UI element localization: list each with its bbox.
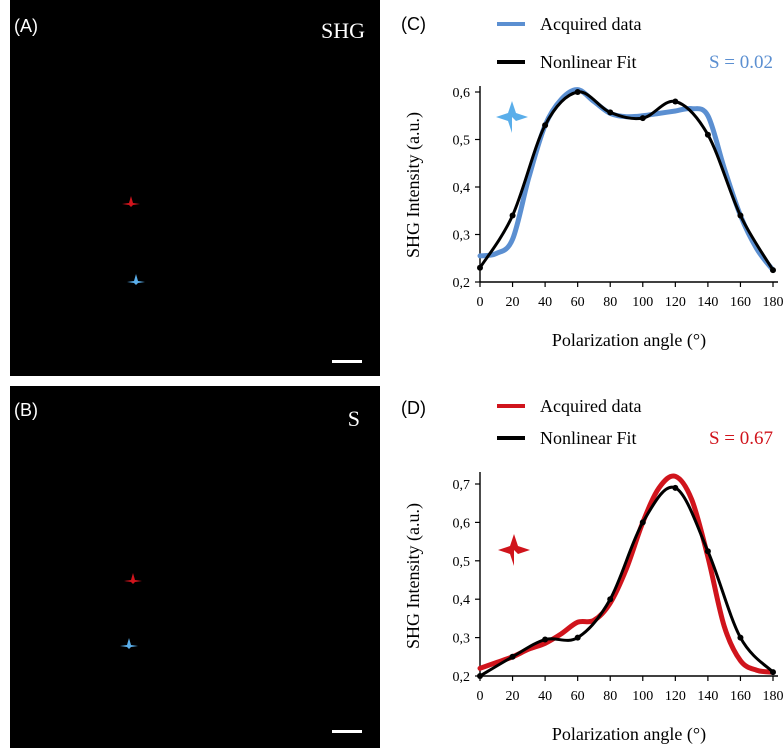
fit-data-point <box>575 89 581 95</box>
scale-bar <box>332 360 362 363</box>
x-tick-label: 0 <box>477 689 484 704</box>
red-star-icon <box>498 534 530 566</box>
fit-data-point <box>542 637 548 643</box>
chart-d-xlabel: Polarization angle (°) <box>552 724 706 745</box>
x-tick-label: 40 <box>538 689 552 704</box>
x-tick-label: 0 <box>477 295 484 310</box>
shg-image-panel: (A) SHG <box>10 0 380 376</box>
fit-data-point <box>770 267 776 273</box>
legend-label-fit: Nonlinear Fit <box>540 52 637 72</box>
y-tick-label: 0,2 <box>453 670 471 685</box>
legend-label-acquired: Acquired data <box>540 14 641 34</box>
x-tick-label: 60 <box>571 295 585 310</box>
legend-label-fit: Nonlinear Fit <box>540 428 637 448</box>
panel-letter-a: (A) <box>14 16 38 36</box>
shg-image: (A) SHG <box>10 0 380 376</box>
scale-bar <box>332 730 362 733</box>
x-tick-label: 20 <box>506 689 520 704</box>
panel-letter-b: (B) <box>14 400 38 420</box>
x-tick-label: 160 <box>730 295 751 310</box>
chart-d-panel-letter: (D) <box>401 398 426 418</box>
fit-data-point <box>672 485 678 491</box>
y-tick-label: 0,7 <box>453 478 471 493</box>
fit-data-point <box>705 548 711 554</box>
x-tick-label: 60 <box>571 689 585 704</box>
y-tick-label: 0,6 <box>453 86 471 101</box>
y-tick-label: 0,4 <box>453 593 471 608</box>
x-tick-label: 120 <box>665 689 686 704</box>
fit-data-point <box>640 519 646 525</box>
chart-d-x-ticks: 0 20 40 60 80 100 120 140 160 180 <box>477 676 783 704</box>
x-tick-label: 100 <box>632 689 653 704</box>
chart-c-x-ticks: 0 20 40 60 80 100 120 140 160 180 <box>477 282 783 310</box>
s-value-annotation: S = 0.67 <box>709 428 773 449</box>
fit-data-point <box>737 213 743 219</box>
y-tick-label: 0,5 <box>453 134 471 149</box>
legend-label-acquired: Acquired data <box>540 396 641 416</box>
y-tick-label: 0,5 <box>453 555 471 570</box>
fit-data-point <box>770 669 776 675</box>
fit-data-point <box>672 99 678 105</box>
y-tick-label: 0,3 <box>453 229 471 244</box>
y-tick-label: 0,4 <box>453 181 471 196</box>
panel-label-shg: SHG <box>321 18 365 43</box>
x-tick-label: 80 <box>603 689 617 704</box>
nonlinear-fit-line <box>480 487 773 676</box>
blue-star-icon <box>496 101 528 133</box>
fit-data-point <box>705 132 711 138</box>
chart-c-svg: (C) Acquired data Nonlinear Fit S = 0.02… <box>395 0 783 372</box>
chart-c-panel-letter: (C) <box>401 14 426 34</box>
y-tick-label: 0,6 <box>453 516 471 531</box>
s-map-image: (B) S <box>10 386 380 748</box>
chart-d-ylabel: SHG Intensity (a.u.) <box>403 503 424 649</box>
fit-data-point <box>640 115 646 121</box>
fit-data-point <box>477 265 483 271</box>
y-tick-label: 0,3 <box>453 632 471 647</box>
x-tick-label: 140 <box>697 295 718 310</box>
chart-c-y-ticks: 0,2 0,3 0,4 0,5 0,6 <box>453 86 481 291</box>
chart-c-xlabel: Polarization angle (°) <box>552 330 706 351</box>
x-tick-label: 180 <box>763 689 783 704</box>
chart-c: (C) Acquired data Nonlinear Fit S = 0.02… <box>395 0 783 372</box>
chart-d-series <box>477 476 776 679</box>
x-tick-label: 120 <box>665 295 686 310</box>
x-tick-label: 180 <box>763 295 783 310</box>
fit-data-point <box>477 673 483 679</box>
y-tick-label: 0,2 <box>453 276 471 291</box>
fit-data-point <box>510 213 516 219</box>
s-value-annotation: S = 0.02 <box>709 52 773 73</box>
fit-data-point <box>607 596 613 602</box>
fit-data-point <box>510 654 516 660</box>
x-tick-label: 100 <box>632 295 653 310</box>
x-tick-label: 40 <box>538 295 552 310</box>
acquired-data-line <box>480 476 773 672</box>
chart-d-svg: (D) Acquired data Nonlinear Fit S = 0.67… <box>395 386 783 749</box>
x-tick-label: 20 <box>506 295 520 310</box>
fit-data-point <box>575 635 581 641</box>
fit-data-point <box>542 122 548 128</box>
x-tick-label: 80 <box>603 295 617 310</box>
fit-data-point <box>607 109 613 115</box>
chart-c-ylabel: SHG Intensity (a.u.) <box>403 112 424 258</box>
panel-label-s: S <box>348 406 360 431</box>
x-tick-label: 140 <box>697 689 718 704</box>
fit-data-point <box>737 635 743 641</box>
chart-d-y-ticks: 0,2 0,3 0,4 0,5 0,6 0,7 <box>453 478 481 685</box>
x-tick-label: 160 <box>730 689 751 704</box>
s-map-image-panel: (B) S <box>10 386 380 748</box>
chart-d: (D) Acquired data Nonlinear Fit S = 0.67… <box>395 386 783 749</box>
